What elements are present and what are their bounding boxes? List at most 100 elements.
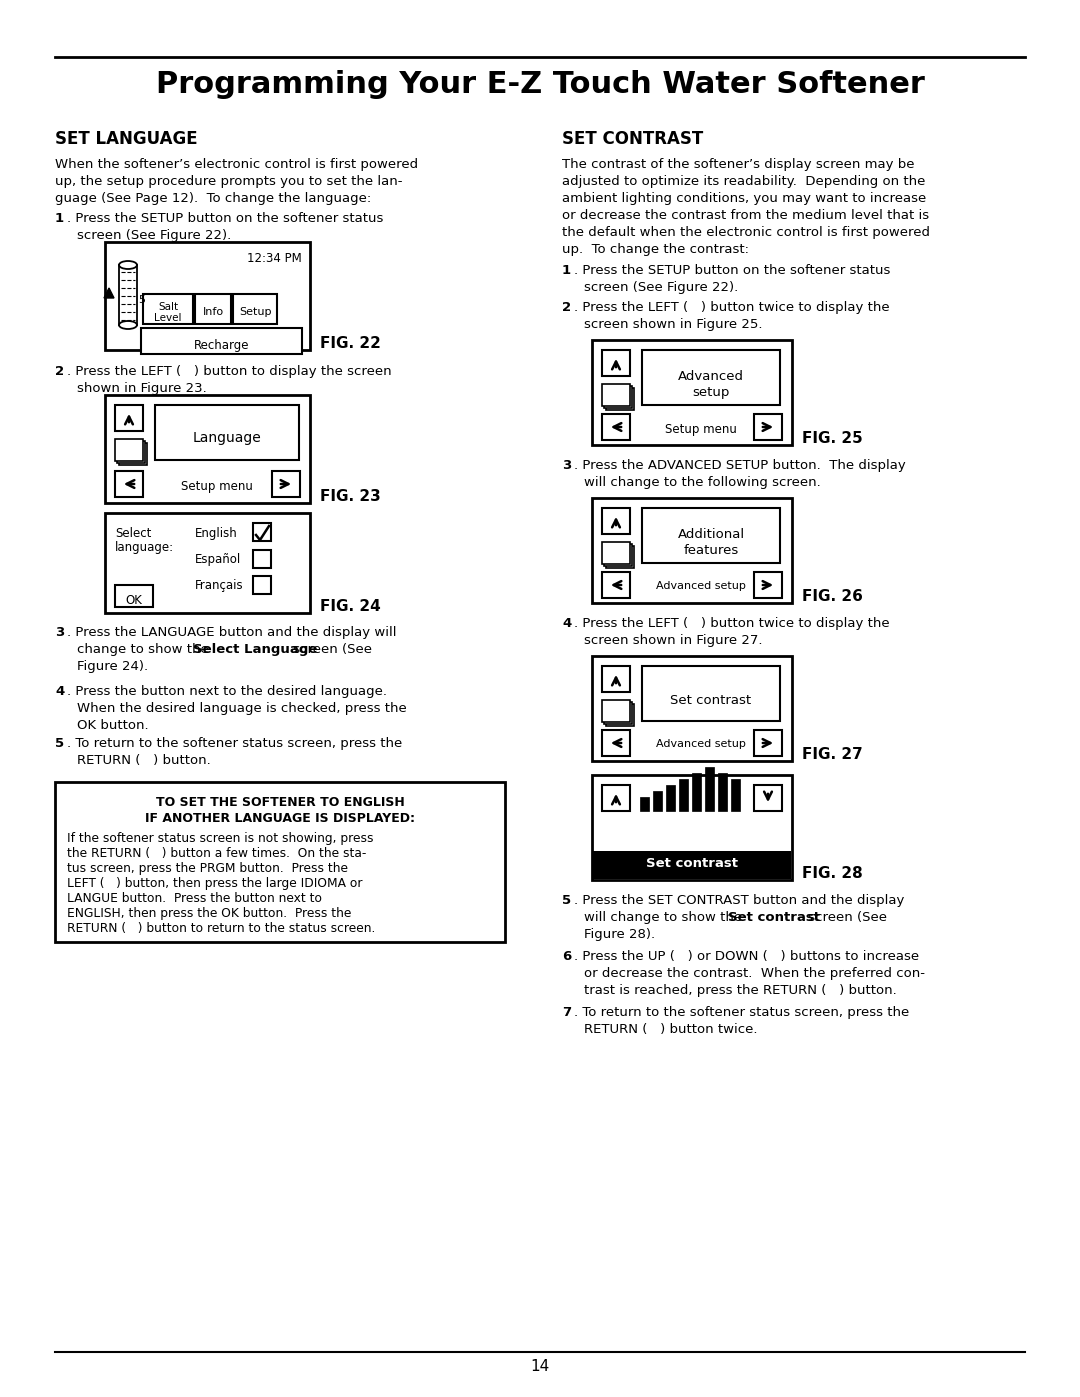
Text: trast is reached, press the RETURN (   ) button.: trast is reached, press the RETURN ( ) b… — [584, 983, 896, 997]
Text: . Press the LEFT (   ) button twice to display the: . Press the LEFT ( ) button twice to dis… — [573, 300, 890, 314]
Text: When the desired language is checked, press the: When the desired language is checked, pr… — [77, 703, 407, 715]
Text: TO SET THE SOFTENER TO ENGLISH: TO SET THE SOFTENER TO ENGLISH — [156, 796, 404, 809]
Text: Select Language: Select Language — [193, 643, 318, 657]
Text: the RETURN (   ) button a few times.  On the sta-: the RETURN ( ) button a few times. On th… — [67, 847, 366, 861]
Bar — [718, 773, 727, 812]
Text: . Press the UP (   ) or DOWN (   ) buttons to increase: . Press the UP ( ) or DOWN ( ) buttons t… — [573, 950, 919, 963]
Text: . Press the SETUP button on the softener status: . Press the SETUP button on the softener… — [67, 212, 383, 225]
Text: 12:34 PM: 12:34 PM — [247, 251, 302, 265]
Polygon shape — [104, 288, 114, 298]
Bar — [592, 497, 792, 604]
Text: or decrease the contrast.  When the preferred con-: or decrease the contrast. When the prefe… — [584, 967, 924, 981]
Text: Advanced setup: Advanced setup — [656, 739, 746, 749]
Bar — [606, 388, 634, 409]
Bar — [754, 571, 782, 598]
Text: Setup menu: Setup menu — [665, 423, 737, 436]
Bar — [642, 666, 780, 721]
Text: screen shown in Figure 27.: screen shown in Figure 27. — [584, 634, 762, 647]
Text: FIG. 25: FIG. 25 — [802, 432, 863, 446]
Text: setup: setup — [692, 386, 730, 400]
Bar — [114, 471, 143, 497]
Text: Figure 28).: Figure 28). — [584, 928, 656, 942]
Text: 2: 2 — [562, 300, 571, 314]
Text: 14: 14 — [530, 1359, 550, 1375]
Text: guage (See Page 12).  To change the language:: guage (See Page 12). To change the langu… — [55, 191, 372, 205]
Bar — [606, 546, 634, 569]
Text: . Press the button next to the desired language.: . Press the button next to the desired l… — [67, 685, 387, 698]
Bar — [602, 542, 630, 564]
Bar — [640, 798, 649, 812]
Text: Level: Level — [154, 313, 181, 323]
Text: . Press the SET CONTRAST button and the display: . Press the SET CONTRAST button and the … — [573, 894, 904, 907]
Text: Setup menu: Setup menu — [181, 481, 253, 493]
Text: Salt: Salt — [158, 302, 178, 312]
Text: The contrast of the softener’s display screen may be: The contrast of the softener’s display s… — [562, 158, 915, 170]
Text: . Press the LEFT (   ) button to display the screen: . Press the LEFT ( ) button to display t… — [67, 365, 392, 379]
Text: . Press the LEFT (   ) button twice to display the: . Press the LEFT ( ) button twice to dis… — [573, 617, 890, 630]
Text: 5: 5 — [562, 894, 571, 907]
Text: screen (See Figure 22).: screen (See Figure 22). — [77, 229, 231, 242]
Bar — [602, 414, 630, 440]
Text: If the softener status screen is not showing, press: If the softener status screen is not sho… — [67, 833, 374, 845]
Text: . Press the SETUP button on the softener status: . Press the SETUP button on the softener… — [573, 264, 890, 277]
Bar — [272, 471, 300, 497]
Text: 3: 3 — [562, 460, 571, 472]
Text: Programming Your E-Z Touch Water Softener: Programming Your E-Z Touch Water Softene… — [156, 70, 924, 99]
Bar — [114, 405, 143, 432]
Text: language:: language: — [114, 541, 174, 555]
Text: 5: 5 — [138, 295, 145, 305]
Text: 7: 7 — [562, 1006, 571, 1018]
Bar — [253, 576, 271, 594]
Text: screen (See: screen (See — [289, 643, 372, 657]
Bar — [592, 339, 792, 446]
Text: 5: 5 — [55, 738, 64, 750]
Text: FIG. 26: FIG. 26 — [802, 590, 863, 604]
Text: LEFT (   ) button, then press the large IDIOMA or: LEFT ( ) button, then press the large ID… — [67, 877, 363, 890]
Text: IF ANOTHER LANGUAGE IS DISPLAYED:: IF ANOTHER LANGUAGE IS DISPLAYED: — [145, 812, 415, 826]
Bar — [114, 439, 143, 461]
Bar — [602, 666, 630, 692]
Text: English: English — [195, 527, 238, 541]
Text: 3: 3 — [55, 626, 64, 638]
Text: change to show the: change to show the — [77, 643, 213, 657]
Text: 1: 1 — [55, 212, 64, 225]
Text: ambient lighting conditions, you may want to increase: ambient lighting conditions, you may wan… — [562, 191, 927, 205]
Text: 4: 4 — [55, 685, 64, 698]
Text: FIG. 27: FIG. 27 — [802, 747, 863, 761]
Text: . Press the LANGUAGE button and the display will: . Press the LANGUAGE button and the disp… — [67, 626, 396, 638]
Text: . Press the ADVANCED SETUP button.  The display: . Press the ADVANCED SETUP button. The d… — [573, 460, 906, 472]
Text: Advanced setup: Advanced setup — [656, 581, 746, 591]
Bar — [105, 395, 310, 503]
Text: Select: Select — [114, 527, 151, 541]
Text: FIG. 23: FIG. 23 — [320, 489, 381, 504]
Bar — [602, 351, 630, 376]
Bar — [105, 242, 310, 351]
Text: Setup: Setup — [239, 307, 271, 317]
Bar — [642, 509, 780, 563]
Bar — [602, 731, 630, 756]
Bar — [593, 851, 791, 879]
Text: Set contrast: Set contrast — [646, 856, 738, 870]
Bar — [253, 550, 271, 569]
Text: will change to show the: will change to show the — [584, 911, 746, 923]
Text: ENGLISH, then press the OK button.  Press the: ENGLISH, then press the OK button. Press… — [67, 907, 351, 921]
Text: FIG. 22: FIG. 22 — [320, 337, 381, 351]
Text: up, the setup procedure prompts you to set the lan-: up, the setup procedure prompts you to s… — [55, 175, 403, 189]
Text: FIG. 28: FIG. 28 — [802, 866, 863, 882]
Text: or decrease the contrast from the medium level that is: or decrease the contrast from the medium… — [562, 210, 929, 222]
Text: . To return to the softener status screen, press the: . To return to the softener status scree… — [573, 1006, 909, 1018]
Bar — [642, 351, 780, 405]
Bar — [692, 773, 701, 812]
Text: 1: 1 — [562, 264, 571, 277]
Bar — [117, 441, 145, 462]
Bar — [604, 543, 632, 566]
Text: Advanced: Advanced — [678, 370, 744, 383]
Bar — [666, 785, 675, 812]
Text: SET LANGUAGE: SET LANGUAGE — [55, 130, 198, 148]
Bar — [653, 791, 662, 812]
Text: features: features — [684, 543, 739, 557]
Bar — [114, 585, 153, 608]
Bar — [602, 785, 630, 812]
Bar — [606, 704, 634, 726]
Bar — [602, 571, 630, 598]
